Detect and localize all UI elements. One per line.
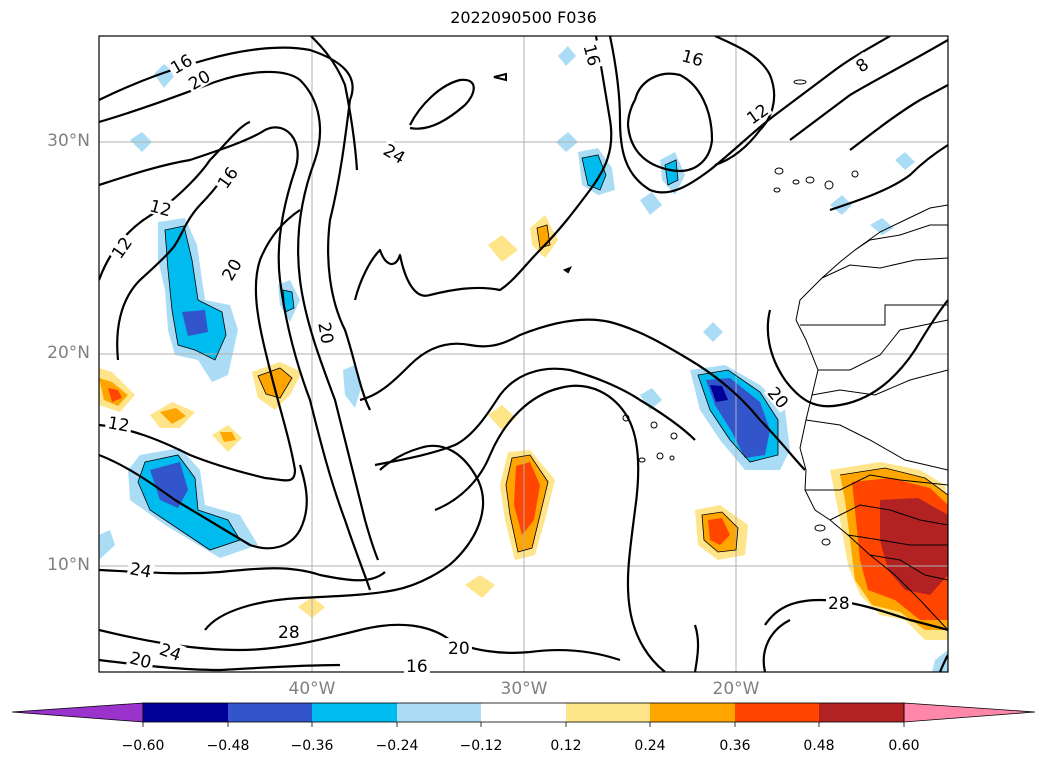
- colorbar-tick-label: 0.60: [888, 738, 920, 754]
- colorbar-segment: [566, 703, 650, 722]
- colorbar-under-triangle: [11, 702, 144, 723]
- colorbar-segment: [650, 703, 735, 722]
- lat-label-30n: 30°N: [47, 131, 90, 151]
- colorbar-tick-label: −0.24: [375, 738, 419, 754]
- lon-label-20w: 20°W: [712, 679, 760, 699]
- colorbar-tick-label: −0.36: [290, 738, 334, 754]
- colorbar-tick-label: 0.48: [803, 738, 835, 754]
- contour-label: 20: [448, 639, 470, 659]
- colorbar-tick-label: −0.12: [459, 738, 503, 754]
- lat-label-10n: 10°N: [47, 555, 90, 575]
- colorbar-segment: [735, 703, 819, 722]
- colorbar-segment: [819, 703, 904, 722]
- map-frame: [98, 35, 949, 673]
- contour-label: 12: [106, 413, 131, 436]
- contour-label: 16: [214, 164, 243, 193]
- contour-label: 28: [278, 623, 300, 643]
- map-title: 2022090500 F036: [450, 8, 597, 27]
- contour-label: 28: [828, 594, 850, 614]
- colorbar: [11, 702, 1036, 727]
- contour-blobs: [493, 72, 573, 274]
- coastlines: [622, 79, 948, 631]
- colorbar-segment: [228, 703, 312, 722]
- graticule: [99, 36, 948, 672]
- contour-label: 24: [128, 559, 153, 582]
- negative-anomaly-areas: [99, 46, 948, 672]
- colorbar-tick-label: 0.36: [719, 738, 751, 754]
- shaded-fields: [99, 46, 948, 672]
- contour-label: 24: [379, 141, 408, 169]
- colorbar-segment: [143, 703, 228, 722]
- contour-label: 16: [406, 657, 428, 677]
- contour-label: 12: [743, 100, 772, 129]
- colorbar-segment: [312, 703, 397, 722]
- lon-label-40w: 40°W: [288, 679, 336, 699]
- contour-lines: [99, 36, 948, 672]
- contour-label: 12: [108, 234, 137, 263]
- colorbar-tick-label: −0.48: [206, 738, 250, 754]
- colorbar-segment: [481, 703, 566, 722]
- colorbar-tick-label: 0.12: [550, 738, 582, 754]
- contour-label: 20: [313, 321, 336, 346]
- lat-label-20n: 20°N: [47, 343, 90, 363]
- contour-label: 20: [219, 256, 247, 285]
- lon-label-30w: 30°W: [500, 679, 548, 699]
- colorbar-tick-label: 0.24: [634, 738, 666, 754]
- colorbar-segment: [397, 703, 481, 722]
- colorbar-over-triangle: [903, 702, 1036, 723]
- colorbar-tick-label: −0.60: [121, 738, 165, 754]
